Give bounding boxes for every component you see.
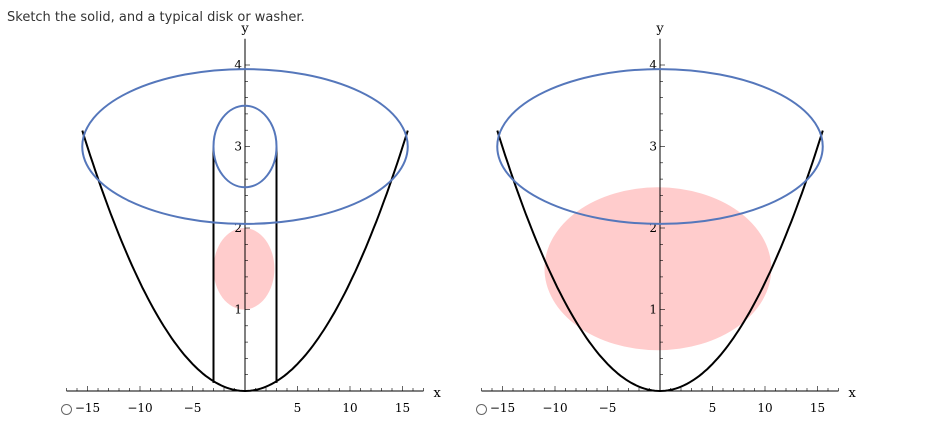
top-ellipse	[496, 68, 824, 225]
x-tick-label: −10	[127, 401, 152, 415]
y-tick-label: 3	[234, 140, 242, 154]
inner-ellipse	[212, 104, 278, 189]
y-tick-label: 1	[649, 303, 657, 317]
x-tick-label: 10	[342, 401, 357, 415]
x-tick-label: 5	[294, 401, 302, 415]
y-tick-label: 4	[234, 58, 242, 72]
y-axis-label: y	[240, 22, 249, 37]
x-tick-label: 15	[395, 401, 410, 415]
top-ellipse	[81, 68, 409, 225]
y-tick-label: 4	[649, 58, 657, 72]
question-prompt: Sketch the solid, and a typical disk or …	[7, 10, 305, 25]
y-axis-label: y	[655, 22, 664, 37]
y-tick-label: 1	[234, 303, 242, 317]
typical-disk	[213, 228, 275, 310]
typical-disk	[544, 187, 772, 351]
x-tick-label: −5	[184, 401, 202, 415]
x-tick-label: −15	[490, 401, 515, 415]
y-tick-label: 3	[649, 140, 657, 154]
parabola-curve	[81, 130, 409, 393]
y-tick-label: 2	[649, 221, 657, 235]
x-tick-label: −15	[75, 401, 100, 415]
solid-diagram-option-2: −15 −10 −5 5 10 15 1 2 3 4 x y	[481, 22, 857, 415]
option-2-radio[interactable]	[476, 404, 487, 415]
x-axis-label: x	[849, 386, 857, 401]
solid-diagram-option-1: −15 −10 −5 5 10 15 1 2 3 4 x y	[66, 22, 442, 415]
x-tick-label: −5	[599, 401, 617, 415]
x-tick-label: 5	[709, 401, 717, 415]
x-tick-label: 15	[810, 401, 825, 415]
y-tick-label: 2	[234, 221, 242, 235]
parabola-curve	[496, 130, 824, 393]
x-tick-label: 10	[757, 401, 772, 415]
x-tick-label: −10	[542, 401, 567, 415]
x-axis-label: x	[434, 386, 442, 401]
option-1-radio[interactable]	[61, 404, 72, 415]
